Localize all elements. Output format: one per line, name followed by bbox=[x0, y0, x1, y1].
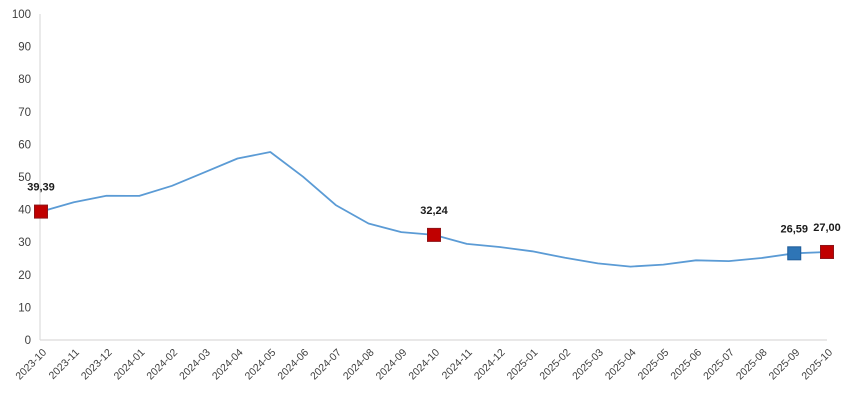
y-tick-label: 80 bbox=[18, 74, 31, 86]
y-tick-label: 100 bbox=[12, 9, 31, 21]
x-tick-label: 2024-03 bbox=[177, 347, 213, 383]
y-tick-label: 70 bbox=[18, 107, 31, 119]
y-tick-label: 90 bbox=[18, 42, 31, 54]
x-tick-label: 2025-06 bbox=[668, 347, 704, 383]
x-tick-label: 2024-06 bbox=[275, 347, 311, 383]
y-tick-label: 30 bbox=[18, 237, 31, 249]
y-tick-label: 50 bbox=[18, 172, 31, 184]
data-point-marker bbox=[34, 204, 48, 219]
x-tick-label: 2024-02 bbox=[144, 347, 180, 383]
data-point-label: 26,59 bbox=[780, 223, 808, 235]
x-tick-label: 2025-08 bbox=[734, 347, 770, 383]
y-tick-label: 60 bbox=[18, 139, 31, 151]
x-tick-label: 2025-02 bbox=[537, 347, 573, 383]
x-tick-label: 2023-12 bbox=[79, 347, 115, 383]
x-tick-label: 2023-10 bbox=[13, 347, 49, 383]
x-tick-label: 2025-07 bbox=[701, 347, 737, 383]
x-tick-label: 2024-04 bbox=[210, 347, 246, 383]
x-tick-label: 2024-10 bbox=[406, 347, 442, 383]
x-tick-label: 2025-10 bbox=[799, 347, 835, 383]
x-tick-label: 2024-12 bbox=[472, 347, 508, 383]
y-tick-label: 40 bbox=[18, 205, 31, 217]
x-tick-label: 2025-03 bbox=[570, 347, 606, 383]
x-tick-label: 2024-05 bbox=[243, 347, 279, 383]
data-point-label: 32,24 bbox=[420, 205, 448, 217]
x-tick-label: 2024-08 bbox=[341, 347, 377, 383]
data-point-marker bbox=[427, 227, 441, 242]
x-tick-label: 2025-09 bbox=[767, 347, 803, 383]
x-tick-label: 2024-09 bbox=[374, 347, 410, 383]
x-tick-label: 2024-11 bbox=[440, 347, 475, 382]
x-tick-label: 2023-11 bbox=[47, 347, 82, 382]
x-tick-label: 2025-01 bbox=[505, 347, 541, 383]
y-tick-label: 10 bbox=[18, 302, 31, 314]
x-tick-label: 2025-04 bbox=[603, 347, 639, 383]
x-tick-label: 2024-01 bbox=[112, 347, 148, 383]
data-point-label: 39,39 bbox=[27, 182, 55, 194]
data-point-marker bbox=[787, 246, 802, 261]
y-tick-label: 0 bbox=[25, 335, 31, 347]
y-tick-label: 20 bbox=[18, 270, 31, 282]
x-tick-label: 2024-07 bbox=[308, 347, 344, 383]
data-point-marker bbox=[820, 244, 834, 259]
x-tick-label: 2025-05 bbox=[636, 347, 672, 383]
data-point-label: 27,00 bbox=[813, 222, 841, 234]
